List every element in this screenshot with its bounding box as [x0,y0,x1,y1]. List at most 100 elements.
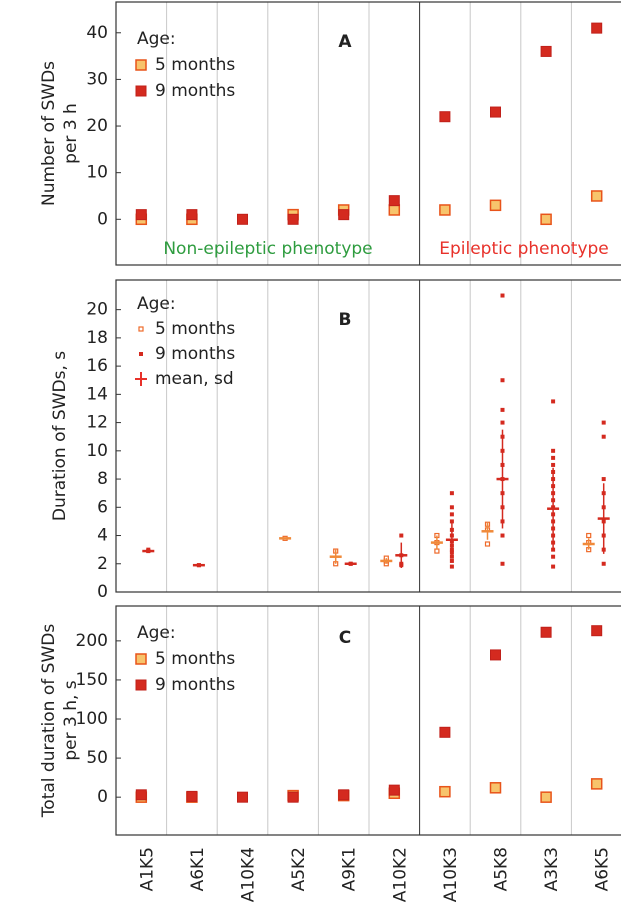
data-point [500,533,505,538]
plot-frame [115,1,621,266]
legend-title: Age: [137,294,176,314]
data-point [500,420,505,425]
annotation: Non-epileptic phenotype [163,239,372,259]
data-point [338,789,350,801]
data-point [434,548,440,554]
data-point [439,204,451,216]
legend-label: mean, sd [155,369,234,389]
data-point [186,790,198,802]
data-point [484,541,491,547]
data-point [540,791,552,803]
data-point [237,213,248,225]
data-point [601,561,606,566]
y-tick-label: 100 [76,709,108,729]
data-point [586,532,592,539]
x-tick-label: A10K3 [441,847,461,902]
data-point [551,448,556,453]
data-point [601,420,606,425]
legend-marker [135,59,147,71]
data-point [551,455,556,460]
legend-label: 9 months [155,344,235,364]
y-tick-label: 6 [97,497,108,517]
y-tick-label: 16 [86,356,108,376]
legend-label: 5 months [155,649,235,669]
y-tick-label: 30 [86,69,108,89]
legend-title: Age: [137,29,176,49]
x-tick-label: A1K5 [137,847,157,891]
data-point [590,190,603,202]
data-point [439,785,451,798]
data-point [135,789,147,801]
y-tick-label: 50 [86,748,108,768]
x-tick-label: A3K3 [542,847,562,891]
y-axis-label: per 3 h [61,103,81,164]
y-tick-label: 150 [76,670,108,690]
y-tick-label: 0 [97,209,108,229]
data-point [551,554,556,559]
legend-title: Age: [137,623,176,643]
data-point [500,378,505,383]
y-tick-label: 200 [76,631,108,651]
data-point [601,477,606,482]
data-point [388,204,401,216]
data-point [551,399,556,404]
annotation: Epileptic phenotype [439,239,609,259]
legend-label: 5 months [155,55,235,75]
data-point [551,462,556,467]
data-point [551,564,556,569]
legend-label: 9 months [155,675,235,695]
x-tick-label: A10K4 [239,847,259,902]
y-tick-label: 8 [97,469,108,489]
data-point [500,561,505,566]
data-point [591,625,603,637]
x-tick-label: A5K8 [492,847,512,891]
x-tick-label: A6K1 [188,847,208,891]
y-tick-label: 18 [86,328,108,348]
x-tick-label: A9K1 [340,847,360,891]
legend-marker [135,85,147,97]
y-axis-label: per 3 h, s [61,680,81,760]
data-point [489,782,502,794]
data-point [490,106,501,118]
y-axis-label: Total duration of SWDs [39,624,59,819]
data-point [601,434,606,439]
y-tick-label: 10 [86,163,108,183]
data-point [287,213,299,225]
data-point [449,558,454,563]
data-point [449,505,454,510]
data-point [590,778,603,790]
legend-label: 9 months [155,81,235,101]
y-tick-label: 10 [86,441,108,461]
data-point [287,791,299,803]
y-tick-label: 4 [97,526,108,546]
panel-label: C [339,628,351,648]
y-axis-label: Number of SWDs [39,61,59,206]
data-point [449,512,454,517]
data-point [591,22,603,34]
y-tick-label: 20 [86,300,108,320]
y-tick-label: 20 [86,116,108,136]
data-point [146,547,151,552]
data-point [500,293,505,298]
x-tick-label: A10K2 [390,847,410,902]
legend-marker [139,352,143,356]
data-point [540,213,552,226]
y-tick-label: 0 [97,787,108,807]
data-point [439,726,451,738]
data-point [540,626,552,638]
y-tick-label: 40 [86,23,108,43]
y-axis-label: Duration of SWDs, s [50,351,70,521]
data-point [135,209,147,221]
panel-label: B [339,310,352,330]
data-point [439,111,451,123]
plot-frame [115,279,621,593]
y-tick-label: 14 [86,384,108,404]
x-tick-label: A6K5 [593,847,613,891]
data-point [237,791,248,803]
data-point [338,209,350,221]
legend-label: 5 months [155,319,235,339]
y-tick-label: 12 [86,413,108,433]
data-point [399,533,404,538]
legend-marker [138,326,144,332]
